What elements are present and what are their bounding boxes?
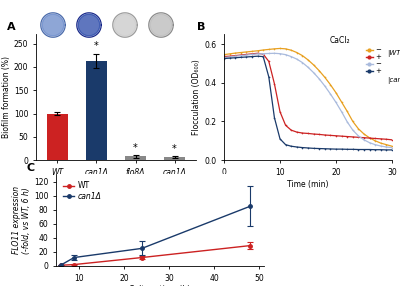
- Legend: −, +, −, +: −, +, −, +: [363, 44, 384, 77]
- Text: *: *: [172, 144, 177, 154]
- Text: B: B: [197, 22, 206, 32]
- X-axis label: Time (min): Time (min): [287, 180, 329, 188]
- Y-axis label: FLO11 expression
(-fold, vs WT, 6 h): FLO11 expression (-fold, vs WT, 6 h): [12, 186, 31, 254]
- Y-axis label: Biofilm formation (%): Biofilm formation (%): [2, 56, 11, 138]
- Polygon shape: [78, 14, 100, 36]
- Text: |can1Δ: |can1Δ: [387, 77, 400, 84]
- Polygon shape: [114, 14, 136, 36]
- Text: *: *: [133, 143, 138, 153]
- Polygon shape: [41, 13, 65, 37]
- Text: A: A: [7, 22, 16, 32]
- Text: CaCl₂: CaCl₂: [330, 35, 350, 45]
- Polygon shape: [150, 14, 172, 36]
- Text: C: C: [27, 164, 35, 174]
- Legend: WT, can1Δ: WT, can1Δ: [60, 178, 104, 204]
- Polygon shape: [149, 13, 173, 37]
- Text: |WT: |WT: [387, 50, 400, 57]
- Polygon shape: [42, 14, 64, 36]
- Bar: [164, 157, 185, 160]
- Bar: [47, 114, 68, 160]
- X-axis label: Culture time (h): Culture time (h): [130, 285, 190, 286]
- Y-axis label: Flocculation (OD₆₀₀): Flocculation (OD₆₀₀): [192, 59, 202, 135]
- Bar: [125, 156, 146, 160]
- Polygon shape: [113, 13, 137, 37]
- Polygon shape: [77, 13, 101, 37]
- Bar: [86, 61, 107, 160]
- Text: *: *: [94, 41, 99, 51]
